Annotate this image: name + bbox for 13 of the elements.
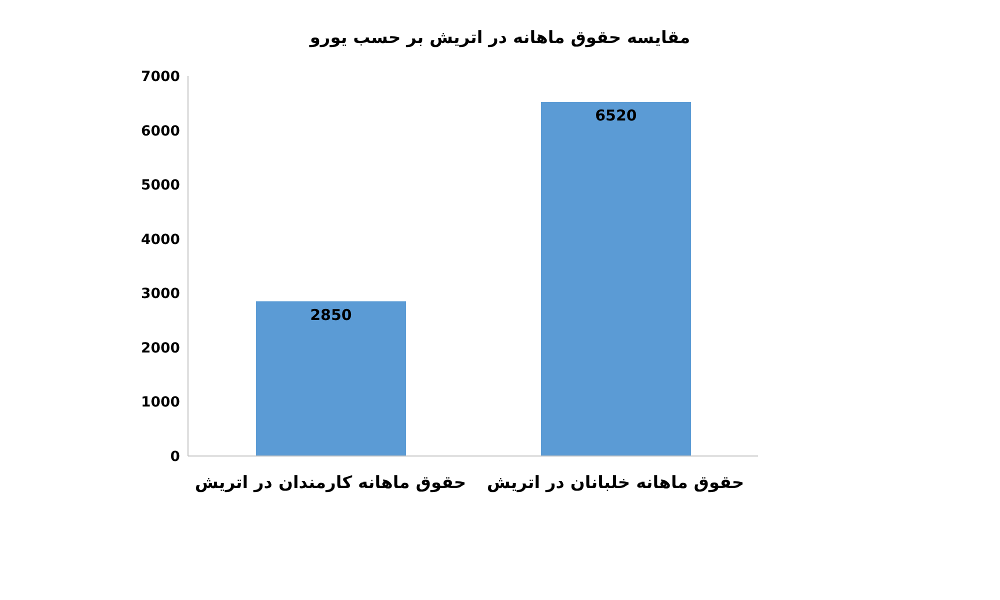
y-tick-label: 6000	[141, 123, 180, 140]
y-tick-label: 3000	[141, 286, 180, 302]
y-tick-label: 5000	[141, 178, 180, 194]
x-tick-label: حقوق ماهانه خلبانان در اتریش	[486, 473, 744, 494]
chart-title: مقایسه حقوق ماهانه در اتریش بر حسب یورو	[308, 28, 692, 48]
data-label: 2850	[310, 306, 352, 324]
y-tick-label: 0	[170, 448, 180, 465]
y-tick-label: 2000	[141, 340, 180, 356]
y-tick-label: 4000	[141, 232, 180, 248]
data-label: 6520	[595, 106, 637, 125]
y-tick-label: 7000	[141, 68, 180, 85]
x-tick-label: حقوق ماهانه کارمندان در اتریش	[194, 473, 466, 494]
y-tick-label: 1000	[141, 394, 180, 411]
